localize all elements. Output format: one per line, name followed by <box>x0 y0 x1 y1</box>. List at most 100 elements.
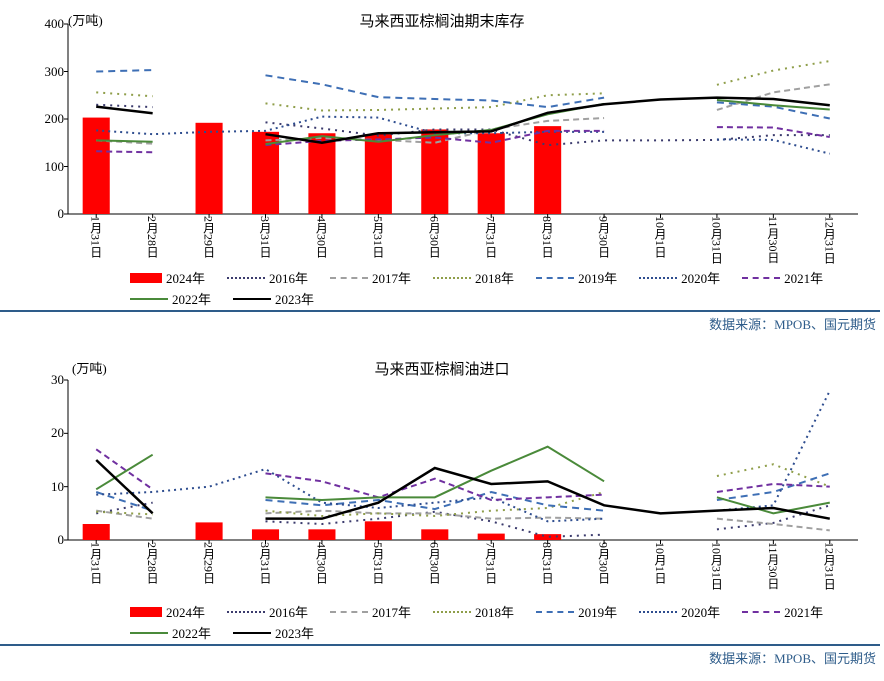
x-tick-label: 10月1日 <box>652 540 669 584</box>
series-line <box>717 519 830 531</box>
x-tick-label: 10月1日 <box>652 214 669 258</box>
x-tick-label: 11月30日 <box>765 214 782 264</box>
legend-swatch <box>742 611 780 613</box>
series-line <box>96 512 152 515</box>
series-line <box>717 484 830 492</box>
series-line <box>266 468 830 519</box>
x-tick-label: 9月30日 <box>596 214 613 258</box>
legend-swatch <box>330 611 368 613</box>
series-line <box>96 70 152 71</box>
series-line <box>266 447 605 500</box>
legend-swatch <box>233 298 271 300</box>
series-line <box>717 139 830 153</box>
source-text: 数据来源：MPOB、国元期货 <box>709 651 876 666</box>
legend-swatch <box>233 632 271 634</box>
x-tick-label: 2月28日 <box>144 214 161 258</box>
legend-item: 2024年 <box>130 602 205 621</box>
y-tick-label: 10 <box>51 479 68 495</box>
y-tick-label: 0 <box>58 532 69 548</box>
series-line <box>96 140 152 141</box>
y-tick-label: 30 <box>51 372 68 388</box>
x-tick-label: 8月31日 <box>539 540 556 584</box>
bar <box>196 522 223 540</box>
x-tick-label: 10月31日 <box>708 540 725 590</box>
legend-item: 2017年 <box>330 268 411 287</box>
series-line <box>717 100 830 110</box>
legend-label: 2017年 <box>372 602 411 621</box>
x-tick-label: 6月30日 <box>426 540 443 584</box>
x-tick-label: 7月31日 <box>483 214 500 258</box>
legend-item: 2019年 <box>536 602 617 621</box>
series-line <box>266 93 605 110</box>
x-tick-label: 7月31日 <box>483 540 500 584</box>
legend-item: 2021年 <box>742 602 823 621</box>
legend-item: 2021年 <box>742 268 823 287</box>
legend-swatch <box>130 273 162 283</box>
y-tick-label: 400 <box>45 16 69 32</box>
inventory-chart: 马来西亚棕榈油期末库存 (万吨) 01002003004001月31日2月28日… <box>0 0 884 330</box>
bar <box>365 134 392 214</box>
x-tick-label: 2月28日 <box>144 540 161 584</box>
legend-swatch <box>742 277 780 279</box>
series-line <box>96 469 604 521</box>
x-tick-label: 4月30日 <box>313 540 330 584</box>
legend-swatch <box>227 277 265 279</box>
legend-label: 2016年 <box>269 268 308 287</box>
legend-swatch <box>639 277 677 279</box>
series-line <box>96 460 152 513</box>
x-tick-label: 6月30日 <box>426 214 443 258</box>
x-tick-label: 11月30日 <box>765 540 782 590</box>
legend-item: 2022年 <box>130 623 211 642</box>
chart2-legend: 2024年 2016年 2017年 2018年 2019年 2020年 2021年 2022年… <box>130 602 860 644</box>
legend-item: 2024年 <box>130 268 205 287</box>
legend-item: 2019年 <box>536 268 617 287</box>
legend-item: 2020年 <box>639 268 720 287</box>
bar <box>308 529 335 540</box>
legend-item: 2017年 <box>330 602 411 621</box>
series-line <box>266 473 605 500</box>
bar <box>252 529 279 540</box>
bar <box>308 133 335 214</box>
legend-swatch <box>536 277 574 279</box>
legend-item: 2016年 <box>227 268 308 287</box>
bar <box>83 524 110 540</box>
series-line <box>717 464 830 486</box>
legend-item: 2018年 <box>433 602 514 621</box>
series-line <box>717 61 830 85</box>
legend-item: 2023年 <box>233 623 314 642</box>
legend-label: 2021年 <box>784 602 823 621</box>
y-tick-label: 0 <box>58 206 69 222</box>
x-tick-label: 1月31日 <box>88 540 105 584</box>
bar <box>534 126 561 214</box>
x-tick-label: 9月30日 <box>596 540 613 584</box>
y-tick-label: 300 <box>45 64 69 80</box>
series-line <box>96 92 152 96</box>
legend-item: 2020年 <box>639 602 720 621</box>
legend-label: 2023年 <box>275 623 314 642</box>
x-tick-label: 10月31日 <box>708 214 725 264</box>
legend-swatch <box>433 611 471 613</box>
legend-label: 2016年 <box>269 602 308 621</box>
legend-label: 2022年 <box>172 289 211 308</box>
legend-label: 2024年 <box>166 602 205 621</box>
x-tick-label: 2月29日 <box>201 540 218 584</box>
x-tick-label: 2月29日 <box>201 214 218 258</box>
bar <box>421 129 448 214</box>
chart1-plot-area: 01002003004001月31日2月28日2月29日3月31日4月30日5月… <box>68 24 858 214</box>
series-line <box>717 473 830 500</box>
legend-item: 2018年 <box>433 268 514 287</box>
legend-label: 2023年 <box>275 289 314 308</box>
bar <box>478 133 505 214</box>
legend-label: 2020年 <box>681 602 720 621</box>
legend-swatch <box>130 607 162 617</box>
import-chart: 马来西亚棕榈油进口 (万吨) 01020301月31日2月28日2月29日3月3… <box>0 348 884 678</box>
legend-label: 2024年 <box>166 268 205 287</box>
y-tick-label: 20 <box>51 425 68 441</box>
chart2-title: 马来西亚棕榈油进口 <box>374 358 509 379</box>
legend-label: 2021年 <box>784 268 823 287</box>
chart2-source: 数据来源：MPOB、国元期货 <box>0 644 880 667</box>
legend-swatch <box>433 277 471 279</box>
legend-swatch <box>130 298 168 300</box>
legend-label: 2020年 <box>681 268 720 287</box>
legend-label: 2017年 <box>372 268 411 287</box>
